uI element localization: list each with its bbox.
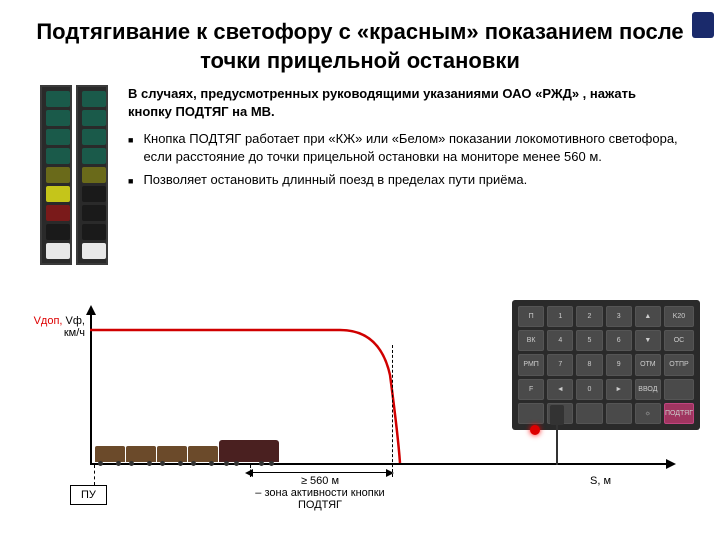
- ylabel-unit: км/ч: [64, 327, 85, 339]
- lamp: [82, 205, 106, 221]
- zone-line: [253, 472, 386, 473]
- content-row: В случаях, предусмотренных руководящими …: [0, 85, 720, 265]
- y-axis-label: Vдоп, Vф, км/ч: [30, 315, 85, 339]
- wagon: [188, 446, 218, 462]
- lamp: [82, 167, 106, 183]
- lamp: [82, 91, 106, 107]
- ylabel-vdop: Vдоп,: [34, 315, 63, 327]
- zone-dash-right: [392, 345, 393, 477]
- bullet-item: Позволяет остановить длинный поезд в пре…: [128, 171, 680, 189]
- lamp: [46, 243, 70, 259]
- lamp: [82, 148, 106, 164]
- signal-post: [556, 415, 558, 465]
- wagon: [126, 446, 156, 462]
- zone-label: ≥ 560 м – зона активности кнопки ПОДТЯГ: [250, 475, 390, 511]
- lamp: [82, 110, 106, 126]
- corner-badge: [692, 12, 714, 38]
- lamp: [46, 167, 70, 183]
- pu-label: ПУ: [70, 485, 107, 505]
- wagon: [95, 446, 125, 462]
- intro-text: В случаях, предусмотренных руководящими …: [128, 85, 680, 120]
- lamp: [46, 186, 70, 202]
- lamp: [46, 91, 70, 107]
- chart: Vдоп, Vф, км/ч ПУ ≥ 560 м – зона активно…: [30, 305, 690, 525]
- red-light-icon: [530, 425, 540, 435]
- wagon: [157, 446, 187, 462]
- bullet-list: Кнопка ПОДТЯГ работает при «КЖ» или «Бел…: [128, 130, 680, 189]
- zone-distance: ≥ 560 м: [301, 475, 339, 487]
- text-block: В случаях, предусмотренных руководящими …: [128, 85, 680, 265]
- lamp: [46, 224, 70, 240]
- lamp: [82, 186, 106, 202]
- signal-col-left: [40, 85, 72, 265]
- zone-desc: – зона активности кнопки ПОДТЯГ: [255, 487, 384, 511]
- lamp: [46, 110, 70, 126]
- lamp: [46, 148, 70, 164]
- bullet-text: Кнопка ПОДТЯГ работает при «КЖ» или «Бел…: [143, 130, 680, 165]
- bullet-text: Позволяет остановить длинный поезд в пре…: [143, 171, 527, 189]
- signal-col-right: [76, 85, 108, 265]
- x-axis-label: S, м: [590, 475, 611, 487]
- x-arrow: [666, 459, 676, 469]
- pu-marker-line: [94, 465, 95, 485]
- lamp: [46, 129, 70, 145]
- lamp: [82, 243, 106, 259]
- lamp: [82, 129, 106, 145]
- bullet-item: Кнопка ПОДТЯГ работает при «КЖ» или «Бел…: [128, 130, 680, 165]
- page-title: Подтягивание к светофору с «красным» пок…: [0, 0, 720, 85]
- ylabel-vf: Vф,: [66, 315, 85, 327]
- train: [95, 440, 279, 462]
- signal-panels: [40, 85, 108, 265]
- lamp: [46, 205, 70, 221]
- lamp: [82, 224, 106, 240]
- locomotive: [219, 440, 279, 462]
